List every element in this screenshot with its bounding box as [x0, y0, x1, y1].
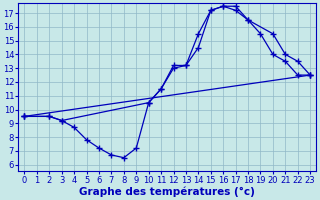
X-axis label: Graphe des températures (°c): Graphe des températures (°c): [79, 186, 255, 197]
